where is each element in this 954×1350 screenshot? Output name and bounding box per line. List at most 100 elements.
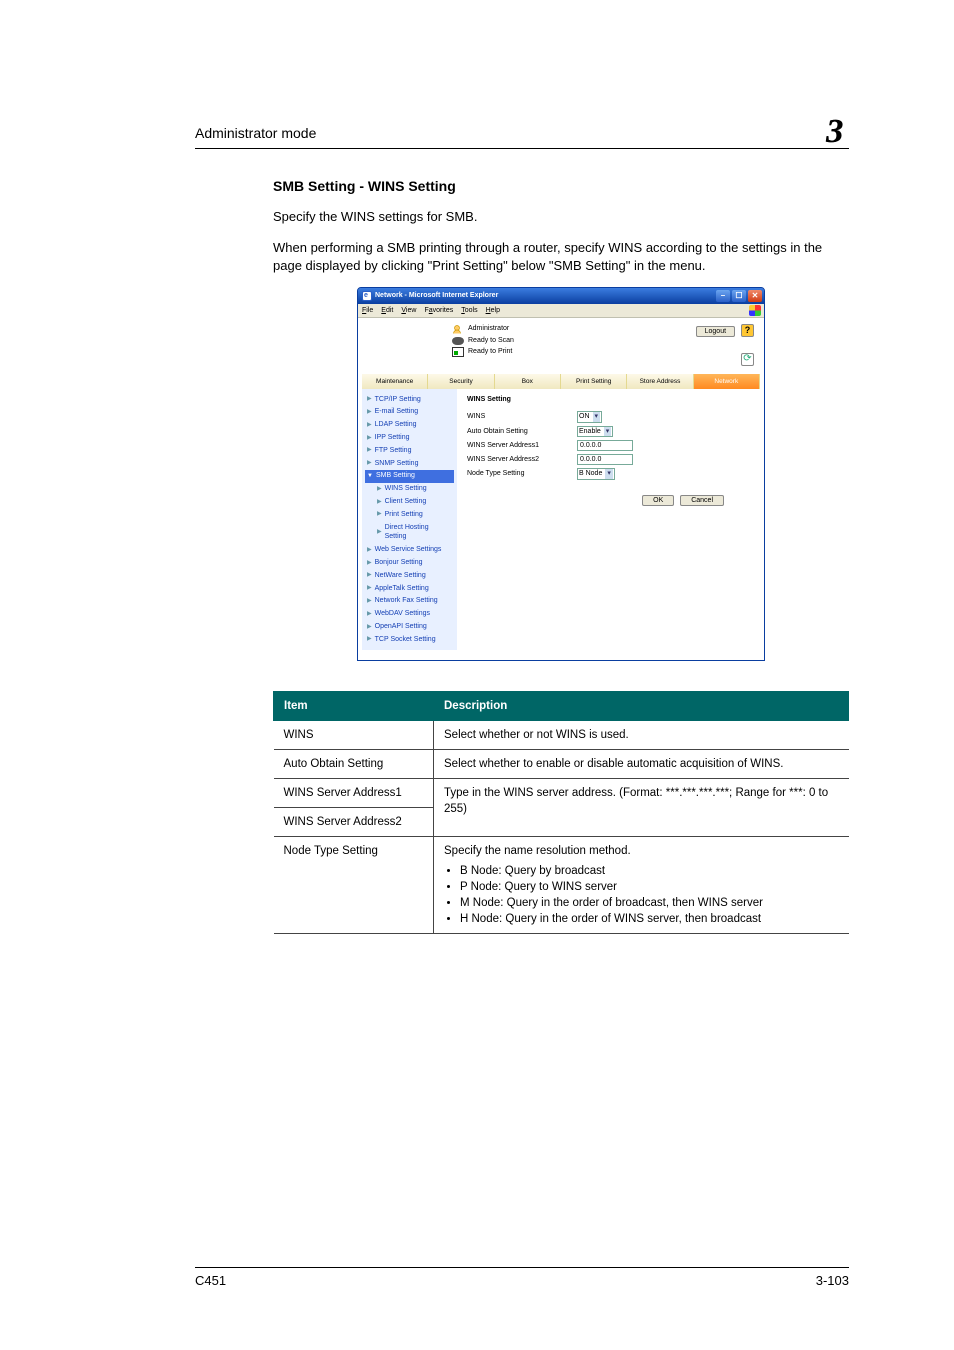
th-desc: Description: [434, 691, 849, 720]
tab-store-address[interactable]: Store Address: [627, 374, 693, 389]
ok-button[interactable]: OK: [642, 495, 674, 506]
footer-model: C451: [195, 1272, 226, 1290]
header-mode: Administrator mode: [195, 124, 316, 144]
menu-edit[interactable]: Edit: [381, 306, 393, 316]
sidebar-item-ftp[interactable]: FTP Setting: [365, 444, 454, 457]
sidebar-item-printset[interactable]: Print Setting: [365, 508, 454, 521]
chevron-down-icon: ▾: [593, 412, 601, 422]
chevron-right-icon: [367, 446, 372, 454]
sidebar-item-ipp[interactable]: IPP Setting: [365, 431, 454, 444]
refresh-icon[interactable]: ⟳: [741, 353, 754, 366]
chevron-right-icon: [377, 485, 382, 493]
minimize-button[interactable]: –: [716, 290, 730, 302]
scanner-icon: [452, 337, 464, 345]
sidebar-item-webdav[interactable]: WebDAV Settings: [365, 608, 454, 621]
sidebar-item-tcpip[interactable]: TCP/IP Setting: [365, 393, 454, 406]
menu-help[interactable]: Help: [486, 306, 500, 316]
chevron-right-icon: [367, 421, 372, 429]
sidebar-item-webservice[interactable]: Web Service Settings: [365, 544, 454, 557]
chevron-right-icon: [367, 635, 372, 643]
tab-print-setting[interactable]: Print Setting: [561, 374, 627, 389]
status-print: Ready to Print: [468, 347, 512, 357]
node-desc-head: Specify the name resolution method.: [444, 845, 631, 857]
logout-button[interactable]: Logout: [696, 326, 735, 337]
chevron-down-icon: ▾: [604, 427, 612, 437]
section-para-2: When performing a SMB printing through a…: [273, 239, 849, 275]
maximize-button[interactable]: ☐: [732, 290, 746, 302]
node-opt-b: B Node: Query by broadcast: [460, 863, 839, 879]
sidebar-item-snmp[interactable]: SNMP Setting: [365, 457, 454, 470]
tab-security[interactable]: Security: [428, 374, 494, 389]
tab-bar: Maintenance Security Box Print Setting S…: [362, 374, 760, 389]
chevron-right-icon: [367, 395, 372, 403]
status-scan: Ready to Scan: [468, 336, 514, 346]
input-addr1[interactable]: [577, 440, 633, 451]
sidebar-item-netfax[interactable]: Network Fax Setting: [365, 595, 454, 608]
sidebar-item-tcpsock[interactable]: TCP Socket Setting: [365, 633, 454, 646]
cancel-button[interactable]: Cancel: [680, 495, 724, 506]
node-opt-h: H Node: Query in the order of WINS serve…: [460, 911, 839, 927]
running-header: Administrator mode 3: [195, 120, 849, 149]
footer-page: 3-103: [816, 1272, 849, 1290]
cell-item: WINS Server Address2: [274, 808, 434, 837]
sidebar-item-wins[interactable]: WINS Setting: [365, 483, 454, 496]
section-title: SMB Setting - WINS Setting: [273, 177, 849, 197]
sidebar-item-client[interactable]: Client Setting: [365, 495, 454, 508]
help-button[interactable]: ?: [741, 324, 754, 337]
description-table: Item Description WINS Select whether or …: [273, 691, 849, 934]
select-node[interactable]: B Node▾: [577, 468, 615, 480]
sidebar-item-openapi[interactable]: OpenAPI Setting: [365, 620, 454, 633]
cell-item: Node Type Setting: [274, 837, 434, 933]
th-item: Item: [274, 691, 434, 720]
chevron-right-icon: [367, 408, 372, 416]
chevron-right-icon: [367, 584, 372, 592]
chevron-right-icon: [377, 510, 382, 518]
sidebar-item-appletalk[interactable]: AppleTalk Setting: [365, 582, 454, 595]
admin-label: Administrator: [468, 324, 509, 334]
printer-icon: [452, 347, 464, 357]
sidebar-item-email[interactable]: E-mail Setting: [365, 406, 454, 419]
menu-tools[interactable]: Tools: [461, 306, 477, 316]
chevron-right-icon: [367, 610, 372, 618]
cell-desc: Select whether or not WINS is used.: [434, 721, 849, 750]
sidebar: TCP/IP Setting E-mail Setting LDAP Setti…: [362, 389, 457, 650]
sidebar-item-ldap[interactable]: LDAP Setting: [365, 419, 454, 432]
sidebar-item-smb[interactable]: SMB Setting: [365, 470, 454, 483]
cell-desc: Select whether to enable or disable auto…: [434, 750, 849, 779]
chevron-down-icon: ▾: [605, 469, 613, 479]
menu-favorites[interactable]: Favorites: [424, 306, 453, 316]
windows-flag-icon: [749, 305, 761, 316]
admin-icon: [452, 324, 464, 334]
menu-view[interactable]: View: [401, 306, 416, 316]
label-node: Node Type Setting: [467, 469, 577, 479]
cell-desc: Specify the name resolution method. B No…: [434, 837, 849, 933]
menu-file[interactable]: File: [362, 306, 373, 316]
window-title: Network - Microsoft Internet Explorer: [375, 291, 716, 301]
table-row: WINS Server Address1 Type in the WINS se…: [274, 779, 849, 808]
chevron-right-icon: [367, 597, 372, 605]
sidebar-item-directhost[interactable]: Direct Hosting Setting: [365, 521, 454, 544]
cell-item: WINS: [274, 721, 434, 750]
page-footer: C451 3-103: [195, 1267, 849, 1290]
section-para-1: Specify the WINS settings for SMB.: [273, 208, 849, 226]
titlebar: Network - Microsoft Internet Explorer – …: [358, 288, 764, 304]
tab-maintenance[interactable]: Maintenance: [362, 374, 428, 389]
cell-item: WINS Server Address1: [274, 779, 434, 808]
sidebar-item-netware[interactable]: NetWare Setting: [365, 569, 454, 582]
table-row: Node Type Setting Specify the name resol…: [274, 837, 849, 933]
form-pane: WINS Setting WINSON▾ Auto Obtain Setting…: [457, 389, 760, 650]
tab-box[interactable]: Box: [495, 374, 561, 389]
window-buttons: – ☐ ✕: [716, 290, 762, 302]
sidebar-item-bonjour[interactable]: Bonjour Setting: [365, 556, 454, 569]
table-row: Auto Obtain Setting Select whether to en…: [274, 750, 849, 779]
chevron-right-icon: [367, 571, 372, 579]
close-button[interactable]: ✕: [748, 290, 762, 302]
select-auto[interactable]: Enable▾: [577, 426, 613, 438]
input-addr2[interactable]: [577, 454, 633, 465]
tab-network[interactable]: Network: [694, 374, 760, 389]
chevron-right-icon: [367, 546, 372, 554]
select-wins[interactable]: ON▾: [577, 411, 602, 423]
label-auto: Auto Obtain Setting: [467, 427, 577, 437]
chevron-down-icon: [367, 472, 373, 480]
chevron-right-icon: [377, 498, 382, 506]
